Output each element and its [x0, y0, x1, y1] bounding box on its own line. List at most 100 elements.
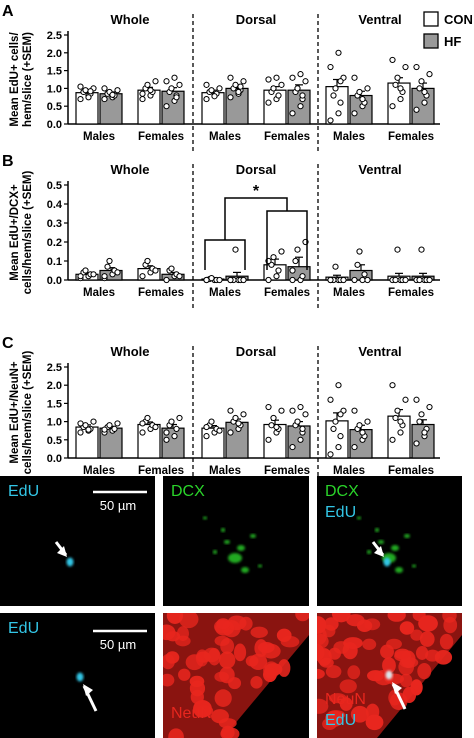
data-point	[392, 276, 399, 284]
dcx-signal	[378, 540, 384, 544]
data-point	[359, 276, 366, 284]
neun-cell	[214, 635, 230, 647]
edu-nucleus	[383, 557, 391, 567]
channel-label-edu: EdU	[8, 483, 39, 500]
data-point	[351, 74, 358, 81]
neun-cell	[410, 629, 423, 641]
group-label: Females	[264, 287, 310, 299]
data-point	[389, 436, 396, 443]
data-point	[394, 407, 401, 414]
data-point	[351, 407, 358, 414]
data-point	[211, 93, 218, 100]
group-label: Females	[388, 465, 434, 477]
channel-label-dcx: DCX	[171, 483, 205, 500]
neun-cell	[216, 618, 231, 630]
arrow-head	[374, 546, 384, 557]
legend-swatch-hf	[423, 33, 439, 49]
neun-cell	[317, 668, 325, 679]
data-point	[173, 94, 180, 101]
data-point	[173, 425, 180, 432]
data-point	[235, 88, 242, 96]
data-point	[270, 414, 277, 422]
data-point	[77, 420, 84, 427]
group-label: Males	[333, 131, 365, 143]
data-point	[327, 276, 334, 284]
data-point	[330, 425, 337, 432]
data-point	[418, 78, 425, 85]
bracket-females	[266, 210, 308, 270]
neun-cell	[350, 705, 369, 723]
data-point	[265, 276, 272, 284]
group-label: Females	[138, 131, 184, 143]
dcx-signal	[404, 534, 410, 538]
data-point	[111, 425, 118, 432]
neun-cell	[245, 655, 259, 667]
data-point	[418, 411, 425, 418]
data-point	[176, 273, 183, 280]
y-axis-label: Mean EdU+ cells/hem/slice (+SEM)	[9, 32, 34, 127]
data-point	[416, 276, 423, 284]
neun-cell	[233, 643, 247, 662]
y-tick-label: 2.5	[47, 362, 62, 374]
dcx-signal	[221, 528, 225, 532]
data-point	[240, 411, 247, 418]
data-point	[109, 91, 116, 98]
data-point	[208, 87, 215, 94]
data-point	[114, 420, 121, 427]
data-point	[87, 88, 94, 95]
data-point	[114, 87, 121, 94]
y-tick-label: 0.0	[47, 453, 62, 465]
data-point	[327, 396, 334, 403]
data-point	[356, 422, 363, 429]
y-tick-label: 2.0	[47, 380, 62, 392]
region-title: Ventral	[358, 12, 401, 27]
group-label: Females	[264, 465, 310, 477]
scale-bar-label: 50 µm	[100, 498, 136, 513]
data-point	[337, 411, 344, 418]
data-point	[152, 78, 159, 85]
neun-cell	[178, 668, 191, 681]
data-point	[106, 422, 113, 429]
data-point	[359, 95, 366, 103]
data-point	[327, 451, 334, 458]
data-point	[203, 95, 210, 103]
data-point	[77, 273, 84, 280]
data-point	[171, 433, 178, 440]
data-point	[299, 273, 306, 280]
scale-bar-label: 50 µm	[100, 637, 136, 652]
neun-cell	[166, 613, 184, 624]
data-point	[397, 95, 404, 103]
data-point	[332, 85, 339, 92]
data-point	[176, 414, 183, 422]
data-point	[273, 273, 280, 280]
data-point	[413, 106, 420, 113]
group-label: Males	[333, 465, 365, 477]
data-point	[265, 76, 272, 83]
group-label: Males	[209, 287, 241, 299]
neun-cell	[346, 614, 365, 627]
dcx-signal	[357, 516, 361, 520]
data-point	[351, 110, 358, 117]
data-point	[297, 71, 304, 78]
dcx-signal	[213, 550, 217, 554]
y-axis-label-line: hem/slice (+SEM)	[22, 32, 34, 127]
neun-cell	[257, 642, 275, 654]
data-point	[327, 117, 334, 124]
neun-cell	[333, 641, 350, 654]
data-point	[416, 418, 423, 425]
micrograph: DCX	[163, 476, 309, 606]
neun-cell	[250, 626, 268, 638]
data-point	[168, 418, 175, 425]
panel-letter: C	[2, 335, 14, 352]
data-point	[392, 414, 399, 422]
edu-nucleus	[66, 557, 74, 567]
panel-a: A Mean EdU+ cells/hem/slice (+SEM) 0.0 0.5 1…	[2, 3, 440, 154]
data-point	[364, 418, 371, 425]
data-point	[299, 425, 306, 432]
data-point	[82, 267, 89, 274]
dcx-signal	[203, 516, 207, 520]
data-point	[397, 429, 404, 436]
region-title: Whole	[111, 344, 150, 359]
data-point	[337, 433, 344, 440]
